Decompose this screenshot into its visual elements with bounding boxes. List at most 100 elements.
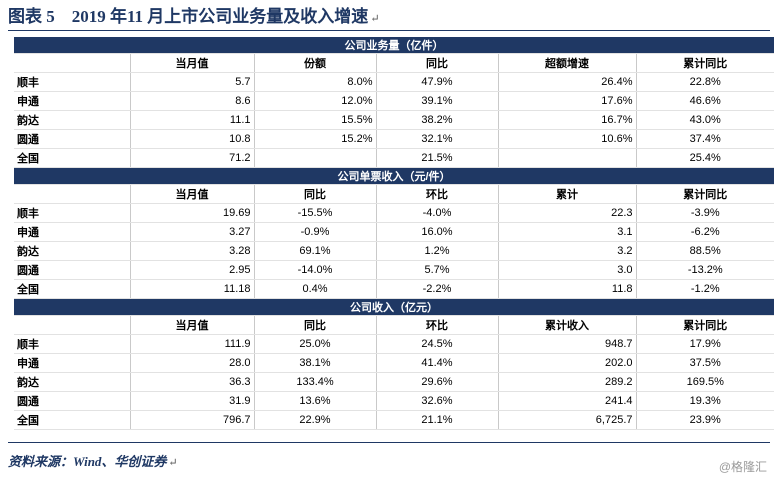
column-header — [14, 315, 131, 335]
table-caption: 图表 5 2019 年11 月上市公司业务量及收入增速 ↵ — [8, 6, 380, 28]
table-cell: 11.18 — [130, 279, 255, 299]
table-cell: 39.1% — [376, 91, 499, 111]
table-cell: 71.2 — [130, 148, 255, 168]
column-header: 同比 — [254, 184, 377, 204]
table-cell: -3.9% — [636, 203, 774, 223]
table-cell: 11.8 — [498, 279, 637, 299]
table-cell: 19.69 — [130, 203, 255, 223]
source-text: 资料来源：Wind、华创证券 — [8, 454, 167, 469]
column-header: 累计同比 — [636, 315, 774, 335]
table-cell: 16.0% — [376, 222, 499, 242]
table-row: 顺丰 19.69 -15.5% -4.0% 22.3 -3.9% — [14, 203, 774, 223]
table-cell: -14.0% — [254, 260, 377, 280]
table-cell: 5.7 — [130, 72, 255, 92]
table-cell: 241.4 — [498, 391, 637, 411]
table-cell: 24.5% — [376, 334, 499, 354]
column-header: 当月值 — [130, 53, 255, 73]
table-cell: 88.5% — [636, 241, 774, 261]
table-cell: 1.2% — [376, 241, 499, 261]
table-cell: 28.0 — [130, 353, 255, 373]
column-header: 累计收入 — [498, 315, 637, 335]
section-title: 公司单票收入（元/件） — [14, 167, 774, 185]
row-label: 圆通 — [14, 391, 131, 411]
row-label: 顺丰 — [14, 72, 131, 92]
table-cell: 25.0% — [254, 334, 377, 354]
section-header-row: 公司单票收入（元/件） — [14, 167, 774, 185]
table-cell: 36.3 — [130, 372, 255, 392]
table-cell: 5.7% — [376, 260, 499, 280]
table-row: 顺丰 111.9 25.0% 24.5% 948.7 17.9% — [14, 334, 774, 354]
table-cell: 3.2 — [498, 241, 637, 261]
row-label: 申通 — [14, 353, 131, 373]
row-label: 全国 — [14, 279, 131, 299]
column-header: 环比 — [376, 184, 499, 204]
table-cell: 47.9% — [376, 72, 499, 92]
table-cell: 133.4% — [254, 372, 377, 392]
row-label: 顺丰 — [14, 203, 131, 223]
table-cell: -2.2% — [376, 279, 499, 299]
section-header-row: 公司业务量（亿件） — [14, 37, 774, 54]
table-cell: 13.6% — [254, 391, 377, 411]
table-cell: 796.7 — [130, 410, 255, 430]
column-header: 累计 — [498, 184, 637, 204]
table-cell: 23.9% — [636, 410, 774, 430]
table-cell: 15.2% — [254, 129, 377, 149]
table-cell: 8.6 — [130, 91, 255, 111]
section-title: 公司业务量（亿件） — [14, 37, 774, 54]
table-row: 圆通 2.95 -14.0% 5.7% 3.0 -13.2% — [14, 260, 774, 280]
column-header-row: 当月值 同比 环比 累计 累计同比 — [14, 184, 774, 204]
table-cell: 31.9 — [130, 391, 255, 411]
row-label: 全国 — [14, 148, 131, 168]
table-cell: 15.5% — [254, 110, 377, 130]
table-row: 全国 71.2 21.5% 25.4% — [14, 148, 774, 168]
column-header-row: 当月值 同比 环比 累计收入 累计同比 — [14, 315, 774, 335]
section-header-row: 公司收入（亿元） — [14, 298, 774, 316]
table-row: 全国 11.18 0.4% -2.2% 11.8 -1.2% — [14, 279, 774, 299]
table-cell: 948.7 — [498, 334, 637, 354]
table-cell: 11.1 — [130, 110, 255, 130]
table-cell: -4.0% — [376, 203, 499, 223]
source-note: 资料来源：Wind、华创证券 ↵ — [8, 451, 178, 470]
table-cell: 22.3 — [498, 203, 637, 223]
table-cell: 32.1% — [376, 129, 499, 149]
table-cell: 22.8% — [636, 72, 774, 92]
table-row: 圆通 31.9 13.6% 32.6% 241.4 19.3% — [14, 391, 774, 411]
table-row: 圆通 10.8 15.2% 32.1% 10.6% 37.4% — [14, 129, 774, 149]
table-cell: 0.4% — [254, 279, 377, 299]
paragraph-mark-icon: ↵ — [168, 457, 178, 469]
table-row: 韵达 36.3 133.4% 29.6% 289.2 169.5% — [14, 372, 774, 392]
table-cell: 19.3% — [636, 391, 774, 411]
table-cell — [254, 148, 377, 168]
table-cell: 17.9% — [636, 334, 774, 354]
table-cell: 2.95 — [130, 260, 255, 280]
table-cell: -0.9% — [254, 222, 377, 242]
table-cell: 25.4% — [636, 148, 774, 168]
column-header-row: 当月值 份额 同比 超额增速 累计同比 — [14, 53, 774, 73]
table-cell: 6,725.7 — [498, 410, 637, 430]
table-cell: 38.2% — [376, 110, 499, 130]
row-label: 顺丰 — [14, 334, 131, 354]
table-cell: 37.4% — [636, 129, 774, 149]
column-header: 同比 — [376, 53, 499, 73]
row-label: 韵达 — [14, 372, 131, 392]
watermark: @格隆汇 — [718, 460, 767, 474]
table-row: 申通 28.0 38.1% 41.4% 202.0 37.5% — [14, 353, 774, 373]
table-cell: 3.0 — [498, 260, 637, 280]
table-row: 申通 8.6 12.0% 39.1% 17.6% 46.6% — [14, 91, 774, 111]
table-cell: 37.5% — [636, 353, 774, 373]
row-label: 圆通 — [14, 260, 131, 280]
table-cell: 21.1% — [376, 410, 499, 430]
row-label: 圆通 — [14, 129, 131, 149]
column-header: 超额增速 — [498, 53, 637, 73]
column-header: 当月值 — [130, 184, 255, 204]
section-title: 公司收入（亿元） — [14, 298, 774, 316]
row-label: 申通 — [14, 222, 131, 242]
table-cell: 3.27 — [130, 222, 255, 242]
column-header: 环比 — [376, 315, 499, 335]
table-cell: 43.0% — [636, 110, 774, 130]
column-header: 同比 — [254, 315, 377, 335]
table-cell: 16.7% — [498, 110, 637, 130]
column-header: 累计同比 — [636, 53, 774, 73]
table-cell: -15.5% — [254, 203, 377, 223]
column-header — [14, 184, 131, 204]
